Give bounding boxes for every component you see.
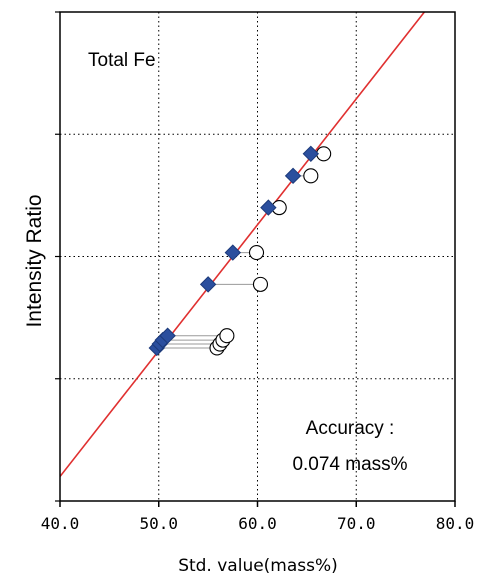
fit-line-group [60,12,426,478]
fit-line [60,12,426,478]
x-tick-label-4: 80.0 [436,514,475,533]
measured-point-5 [248,245,265,261]
x-axis-title: Std. value(mass%) [178,556,338,576]
connectors [156,153,324,349]
calibrated-point-5 [224,244,242,261]
chart-title: Total Fe [88,50,156,71]
accuracy-label: Accuracy : [306,418,395,439]
x-tick-label-1: 50.0 [139,514,178,533]
x-tick-label-0: 40.0 [41,514,80,533]
y-axis-title: Intensity Ratio [23,194,46,327]
x-ticks: 40.0 50.0 60.0 70.0 80.0 [41,11,475,533]
calibrated-point-6 [260,199,277,216]
x-tick-label-2: 60.0 [238,514,277,533]
x-tick-label-3: 70.0 [337,514,376,533]
calibrated-points [148,145,320,357]
calibrated-point-8 [302,145,320,163]
measured-point-7 [303,168,319,184]
measured-point-3 [219,328,235,344]
calibrated-point-3 [159,327,176,344]
measured-point-4 [252,276,269,292]
accuracy-value: 0.074 mass% [292,454,407,475]
calibrated-point-7 [284,167,302,185]
calibrated-point-4 [199,276,217,293]
